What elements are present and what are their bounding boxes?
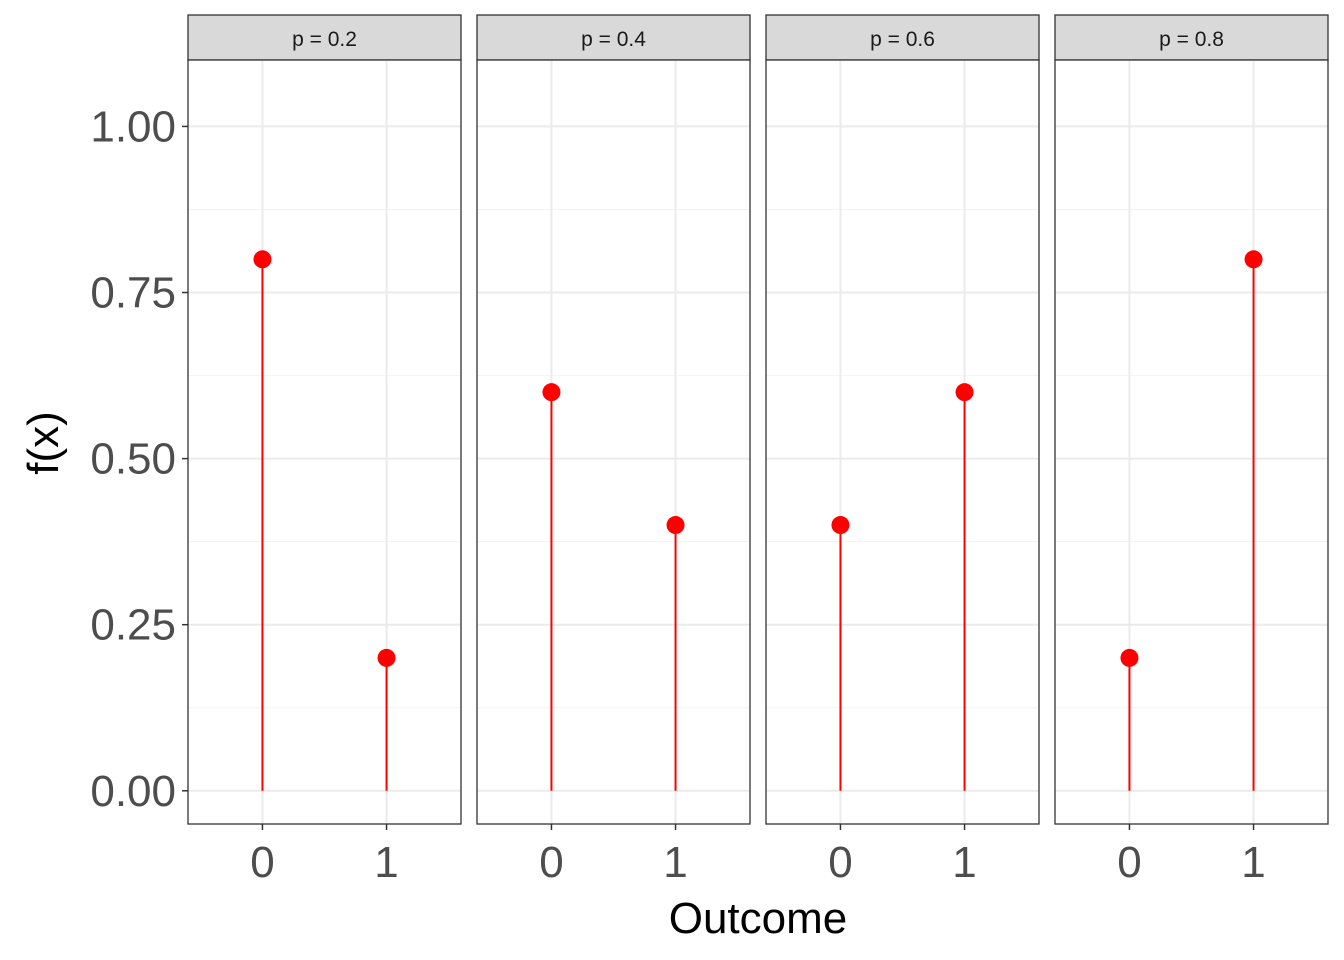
lollipop-point — [1120, 648, 1139, 667]
lollipop-point — [955, 383, 974, 402]
panel-background — [188, 60, 461, 824]
panel-border — [1054, 59, 1329, 825]
panel-background — [766, 60, 1039, 824]
facet-strip-label: p = 0.2 — [292, 28, 357, 51]
facet-strip — [187, 14, 462, 61]
x-tick-label: 0 — [1117, 838, 1141, 887]
x-tick-label: 1 — [374, 838, 398, 887]
y-tick-label: 0.75 — [90, 269, 176, 318]
x-tick-label: 0 — [250, 838, 274, 887]
lollipop-point — [1244, 250, 1263, 269]
facet-strip-label: p = 0.4 — [581, 28, 646, 51]
panel-border — [187, 59, 462, 825]
x-axis-title: Outcome — [669, 894, 848, 943]
facet-strip-label: p = 0.8 — [1159, 28, 1224, 51]
x-tick-label: 0 — [828, 838, 852, 887]
y-tick-label: 0.00 — [90, 767, 176, 816]
lollipop-point — [377, 648, 396, 667]
y-tick-label: 0.25 — [90, 601, 176, 650]
facet-strip — [476, 14, 751, 61]
lollipop-point — [831, 516, 850, 535]
panel-background — [1055, 60, 1328, 824]
panel-border — [476, 59, 751, 825]
facet-strip-label: p = 0.6 — [870, 28, 935, 51]
x-tick-label: 0 — [539, 838, 563, 887]
panel-border — [765, 59, 1040, 825]
facet-panel: p = 0.2 0 1 — [187, 14, 462, 887]
x-tick-label: 1 — [1241, 838, 1265, 887]
lollipop-point — [666, 516, 685, 535]
y-axis-title: f(x) — [19, 411, 68, 475]
y-tick-label: 0.50 — [90, 435, 176, 484]
facet-panel: p = 0.8 0 1 — [1054, 14, 1329, 887]
y-tick-label: 1.00 — [90, 102, 176, 151]
x-tick-label: 1 — [663, 838, 687, 887]
facet-panel: p = 0.4 0 1 — [476, 14, 751, 887]
x-tick-label: 1 — [952, 838, 976, 887]
facet-strip — [1054, 14, 1329, 61]
facet-panel: p = 0.6 0 1 — [765, 14, 1040, 887]
panel-background — [477, 60, 750, 824]
lollipop-point — [253, 250, 272, 269]
plot-layer: 0.000.250.500.751.00p = 0.20 1p = 0.40 1p … — [90, 14, 1329, 887]
lollipop-point — [542, 383, 561, 402]
